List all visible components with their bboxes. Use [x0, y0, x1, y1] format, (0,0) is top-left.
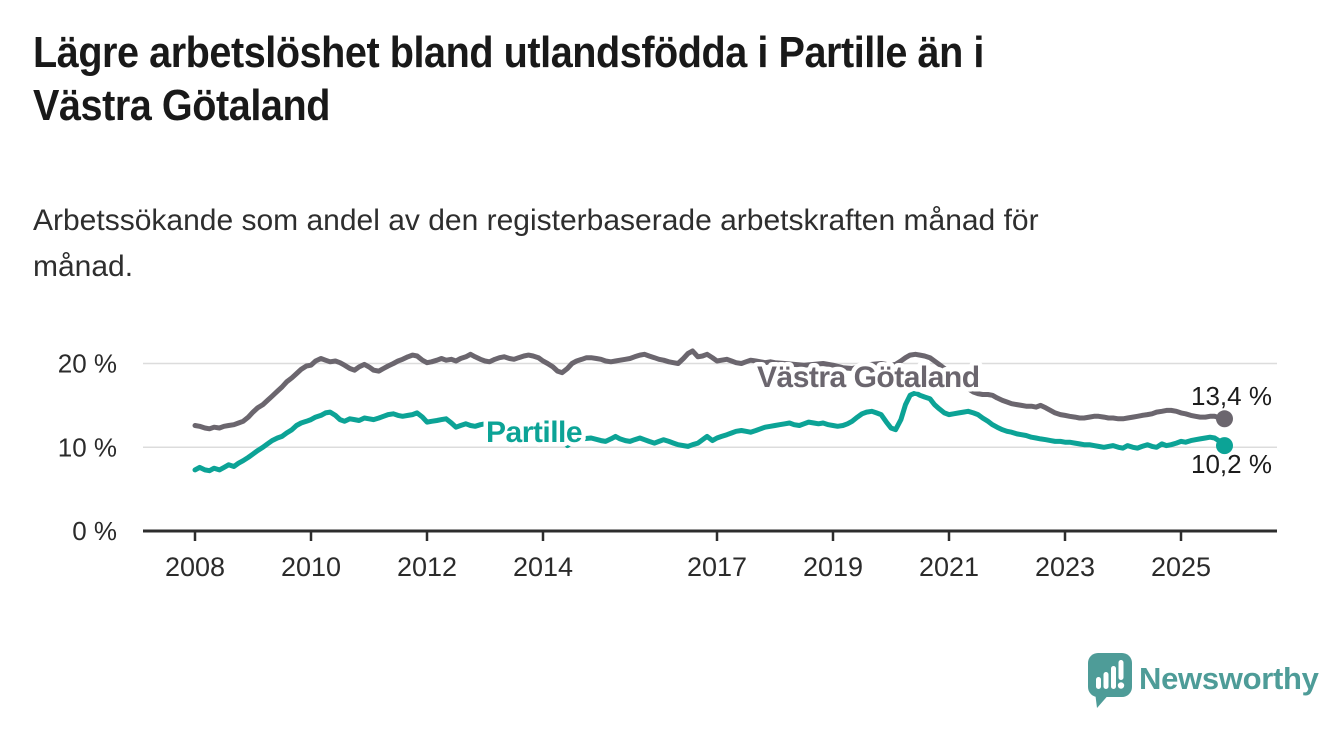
brand-name: Newsworthy: [1139, 661, 1319, 696]
x-tick-label-2014: 2014: [513, 552, 573, 582]
y-tick-label-0: 0 %: [72, 516, 117, 546]
newsworthy-logo-icon: [1088, 653, 1132, 708]
end-value-label-partille: 10,2 %: [1191, 449, 1272, 479]
series-label-partille: Partille: [486, 416, 582, 449]
gridlines: 0 % 10 % 20 %: [58, 349, 1277, 546]
series-line-v-stra-g-taland: [192, 348, 1227, 432]
x-tick-label-2019: 2019: [803, 552, 863, 582]
x-axis: 2008 2010 2012 2014 2017 2019 2021 2023 2025: [143, 529, 1277, 582]
x-tick-label-2017: 2017: [687, 552, 747, 582]
chart-subtitle: Arbetssökande som andel av den registerb…: [33, 198, 1039, 290]
series-lines: [192, 348, 1233, 474]
y-tick-label-10: 10 %: [58, 432, 117, 462]
x-tick-label-2023: 2023: [1035, 552, 1095, 582]
x-tick-label-2025: 2025: [1151, 552, 1211, 582]
x-tick-label-2010: 2010: [281, 552, 341, 582]
end-value-label-vastra-gotaland: 13,4 %: [1191, 381, 1272, 411]
series-label-vastra-gotaland: Västra Götaland: [757, 361, 980, 394]
subtitle-line-1: Arbetssökande som andel av den registerb…: [33, 204, 1039, 237]
title-line-1: Lägre arbetslöshet bland utlandsfödda i …: [33, 28, 984, 77]
series-end-dot-partille: [1216, 437, 1233, 455]
subtitle-line-2: månad.: [33, 250, 134, 283]
title-line-2: Västra Götaland: [33, 81, 330, 130]
series-line-partille: [192, 390, 1227, 474]
newsworthy-brand: Newsworthy: [1087, 652, 1340, 712]
page-title: Lägre arbetslöshet bland utlandsfödda i …: [33, 26, 984, 132]
x-tick-label-2012: 2012: [397, 552, 457, 582]
y-tick-label-20: 20 %: [58, 349, 117, 379]
x-tick-label-2008: 2008: [165, 552, 225, 582]
series-end-dot-v-stra-g-taland: [1216, 410, 1233, 428]
annotations: Partille Västra Götaland 13,4 % 10,2 %: [482, 357, 1272, 480]
x-tick-label-2021: 2021: [919, 552, 979, 582]
